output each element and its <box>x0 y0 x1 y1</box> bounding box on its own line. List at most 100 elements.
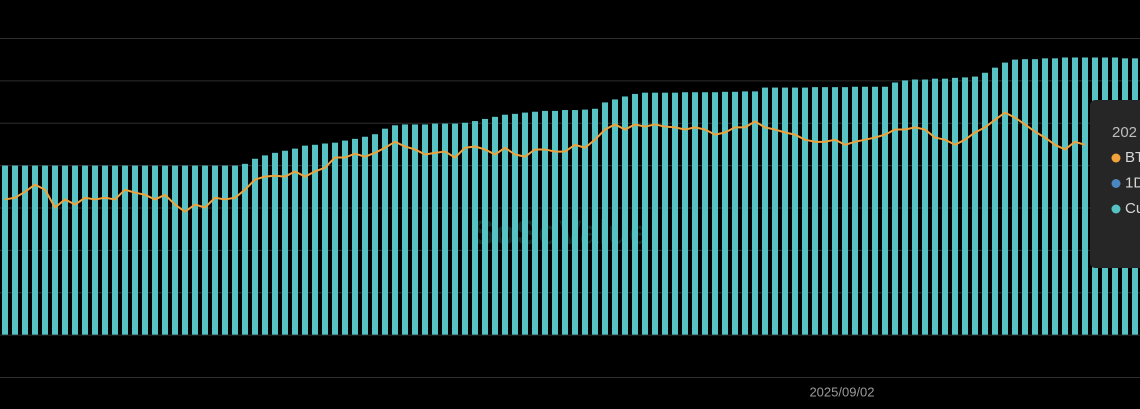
bar <box>1012 59 1018 335</box>
bar <box>932 78 938 335</box>
bar <box>512 113 518 335</box>
bar <box>382 128 388 335</box>
bar <box>422 124 428 335</box>
bar <box>782 87 788 335</box>
bar <box>922 79 928 335</box>
bar <box>82 165 88 335</box>
bar <box>392 125 398 335</box>
bar <box>802 87 808 335</box>
bar <box>1042 58 1048 335</box>
tooltip-title: 202 <box>1112 124 1137 141</box>
bar <box>172 165 178 335</box>
bar <box>362 136 368 335</box>
bar <box>132 165 138 335</box>
bar <box>552 110 558 335</box>
bar <box>342 140 348 335</box>
bar <box>1032 59 1038 335</box>
bar <box>332 142 338 335</box>
bar <box>192 165 198 335</box>
bar <box>542 110 548 335</box>
bar <box>372 134 378 335</box>
bar <box>592 108 598 335</box>
bar <box>112 165 118 335</box>
bar <box>32 165 38 335</box>
tooltip-label: Cu <box>1125 200 1140 217</box>
bar <box>492 116 498 335</box>
bar <box>822 87 828 335</box>
bar <box>722 91 728 335</box>
bar <box>632 93 638 335</box>
bar <box>472 121 478 335</box>
bar <box>862 86 868 335</box>
bar <box>972 76 978 335</box>
bar <box>42 165 48 335</box>
bar <box>262 155 268 335</box>
bar <box>962 77 968 335</box>
tooltip-dot <box>1111 153 1121 163</box>
watermark: SoSoValue <box>472 214 648 252</box>
bar <box>152 165 158 335</box>
bar <box>292 148 298 335</box>
bar <box>222 165 228 335</box>
line <box>4 111 1086 213</box>
bar <box>682 92 688 335</box>
bar <box>612 99 618 335</box>
bar <box>272 152 278 335</box>
bar <box>2 165 8 335</box>
bar <box>252 158 258 335</box>
bar <box>952 77 958 335</box>
bar <box>182 165 188 335</box>
bar <box>642 92 648 335</box>
bar <box>22 165 28 335</box>
bar <box>712 92 718 335</box>
bar <box>842 87 848 335</box>
bar <box>992 67 998 335</box>
bar <box>202 165 208 335</box>
bar <box>562 110 568 335</box>
bar <box>732 91 738 335</box>
bar <box>92 165 98 335</box>
bar <box>892 82 898 335</box>
bar <box>702 92 708 335</box>
bar <box>532 111 538 335</box>
bar <box>62 165 68 335</box>
bar <box>462 122 468 335</box>
bar <box>142 165 148 335</box>
bar <box>412 124 418 335</box>
bar <box>662 92 668 335</box>
bar <box>572 110 578 335</box>
bar <box>1072 57 1078 335</box>
bar <box>1022 59 1028 335</box>
bar <box>1052 58 1058 335</box>
bar <box>772 87 778 335</box>
bar <box>742 91 748 335</box>
bar <box>522 112 528 335</box>
tooltip-label: 1D <box>1125 174 1140 191</box>
bar <box>602 102 608 335</box>
lines <box>4 111 1086 213</box>
x-tick-label: 2025/09/02 <box>809 384 874 399</box>
bar <box>652 92 658 335</box>
bar <box>482 118 488 335</box>
bar <box>302 145 308 335</box>
bar <box>122 165 128 335</box>
bar <box>352 138 358 335</box>
bar <box>52 165 58 335</box>
bar <box>402 124 408 335</box>
bar <box>762 87 768 335</box>
tooltip: 202 BT 1D Cu <box>1090 100 1140 268</box>
bar <box>442 123 448 335</box>
tooltip-label: BT <box>1125 149 1140 166</box>
bar <box>812 87 818 335</box>
bar <box>792 87 798 335</box>
bar <box>12 165 18 335</box>
bar <box>912 79 918 335</box>
bar <box>872 86 878 335</box>
tooltip-dot <box>1111 179 1121 188</box>
bar <box>582 109 588 335</box>
bar <box>162 165 168 335</box>
bar <box>692 92 698 335</box>
bar <box>452 123 458 335</box>
bar <box>72 165 78 335</box>
